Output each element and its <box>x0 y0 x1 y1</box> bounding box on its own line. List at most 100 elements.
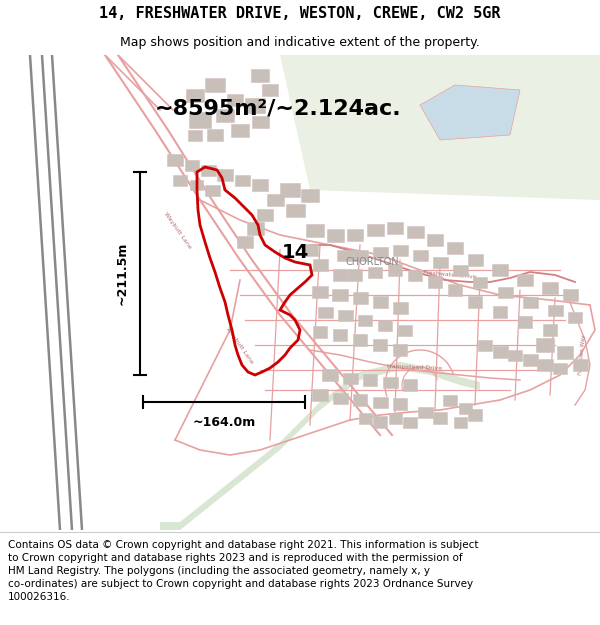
Text: Freshwater Drive: Freshwater Drive <box>423 270 477 280</box>
Bar <box>537 359 553 371</box>
Text: 14, FRESHWATER DRIVE, WESTON, CREWE, CW2 5GR: 14, FRESHWATER DRIVE, WESTON, CREWE, CW2… <box>99 6 501 21</box>
Bar <box>185 159 199 171</box>
Bar <box>332 289 348 301</box>
Bar <box>188 129 202 141</box>
Bar <box>333 329 347 341</box>
Bar <box>251 116 269 128</box>
Bar <box>227 94 243 106</box>
Bar <box>493 306 507 318</box>
Bar <box>313 259 328 271</box>
Bar <box>216 109 234 121</box>
Bar <box>280 183 300 197</box>
Bar <box>313 326 327 338</box>
Bar <box>332 269 347 281</box>
Bar <box>553 362 567 374</box>
Polygon shape <box>160 362 480 530</box>
Bar <box>398 324 412 336</box>
Bar <box>302 244 318 256</box>
Bar <box>235 174 250 186</box>
Bar <box>251 69 269 81</box>
Bar <box>189 112 211 128</box>
Bar <box>493 346 508 358</box>
Bar <box>508 349 522 361</box>
Bar <box>205 78 225 92</box>
Bar <box>306 224 324 236</box>
Bar <box>497 286 512 298</box>
Bar <box>518 316 532 328</box>
Bar <box>301 189 319 201</box>
Text: Hampstead Drive: Hampstead Drive <box>388 364 443 371</box>
Text: ~8595m²/~2.124ac.: ~8595m²/~2.124ac. <box>155 99 401 119</box>
Bar <box>373 396 388 408</box>
Bar <box>403 379 417 391</box>
Bar <box>478 339 492 351</box>
Bar <box>373 296 388 308</box>
Bar <box>517 274 533 286</box>
Bar <box>392 302 407 314</box>
Bar <box>322 369 338 381</box>
Bar <box>387 222 403 234</box>
Polygon shape <box>420 85 520 140</box>
Bar <box>367 224 383 236</box>
Bar <box>205 184 220 196</box>
Bar <box>473 276 487 288</box>
Bar <box>427 234 443 246</box>
Bar <box>413 249 427 261</box>
Bar <box>326 229 343 241</box>
Bar <box>523 354 538 366</box>
Bar <box>266 194 284 206</box>
Bar <box>467 254 482 266</box>
Bar <box>190 180 203 190</box>
Bar <box>200 164 215 176</box>
Text: Map shows position and indicative extent of the property.: Map shows position and indicative extent… <box>120 36 480 49</box>
Bar <box>363 374 377 386</box>
Bar <box>167 154 183 166</box>
Bar <box>353 292 367 304</box>
Bar <box>312 286 328 298</box>
Bar <box>542 282 558 294</box>
Bar <box>454 416 467 428</box>
Text: Contains OS data © Crown copyright and database right 2021. This information is : Contains OS data © Crown copyright and d… <box>8 539 478 602</box>
Bar <box>231 124 249 136</box>
Bar <box>568 311 582 322</box>
Bar <box>443 394 457 406</box>
Bar <box>523 296 538 308</box>
Bar <box>492 264 508 276</box>
Bar <box>418 406 433 418</box>
Bar <box>543 324 557 336</box>
Text: CHORLTON: CHORLTON <box>345 257 398 267</box>
Bar <box>383 376 398 388</box>
Text: Ferndown Way: Ferndown Way <box>578 334 586 376</box>
Bar <box>247 221 263 234</box>
Polygon shape <box>280 55 600 200</box>
Bar <box>373 246 388 258</box>
Bar <box>262 84 278 96</box>
Bar <box>257 209 273 221</box>
Bar <box>186 89 204 101</box>
Bar <box>572 359 587 371</box>
Bar <box>447 242 463 254</box>
Bar <box>563 289 577 301</box>
Bar <box>403 416 417 428</box>
Bar <box>337 249 353 261</box>
Text: 14: 14 <box>281 242 308 261</box>
Bar <box>452 264 467 276</box>
Bar <box>373 339 387 351</box>
Bar <box>353 249 367 261</box>
Bar <box>286 204 305 216</box>
Bar <box>312 389 328 401</box>
Bar <box>458 402 472 414</box>
Bar <box>433 412 447 424</box>
Bar <box>173 174 187 186</box>
Bar <box>237 236 253 248</box>
Bar <box>373 416 387 428</box>
Bar <box>448 284 462 296</box>
Bar <box>548 304 563 316</box>
Bar <box>378 319 392 331</box>
Bar <box>388 264 402 276</box>
Bar <box>245 98 265 112</box>
Bar <box>343 372 358 384</box>
Text: ~211.5m: ~211.5m <box>115 242 128 305</box>
Bar <box>359 412 371 424</box>
Bar <box>353 394 367 406</box>
